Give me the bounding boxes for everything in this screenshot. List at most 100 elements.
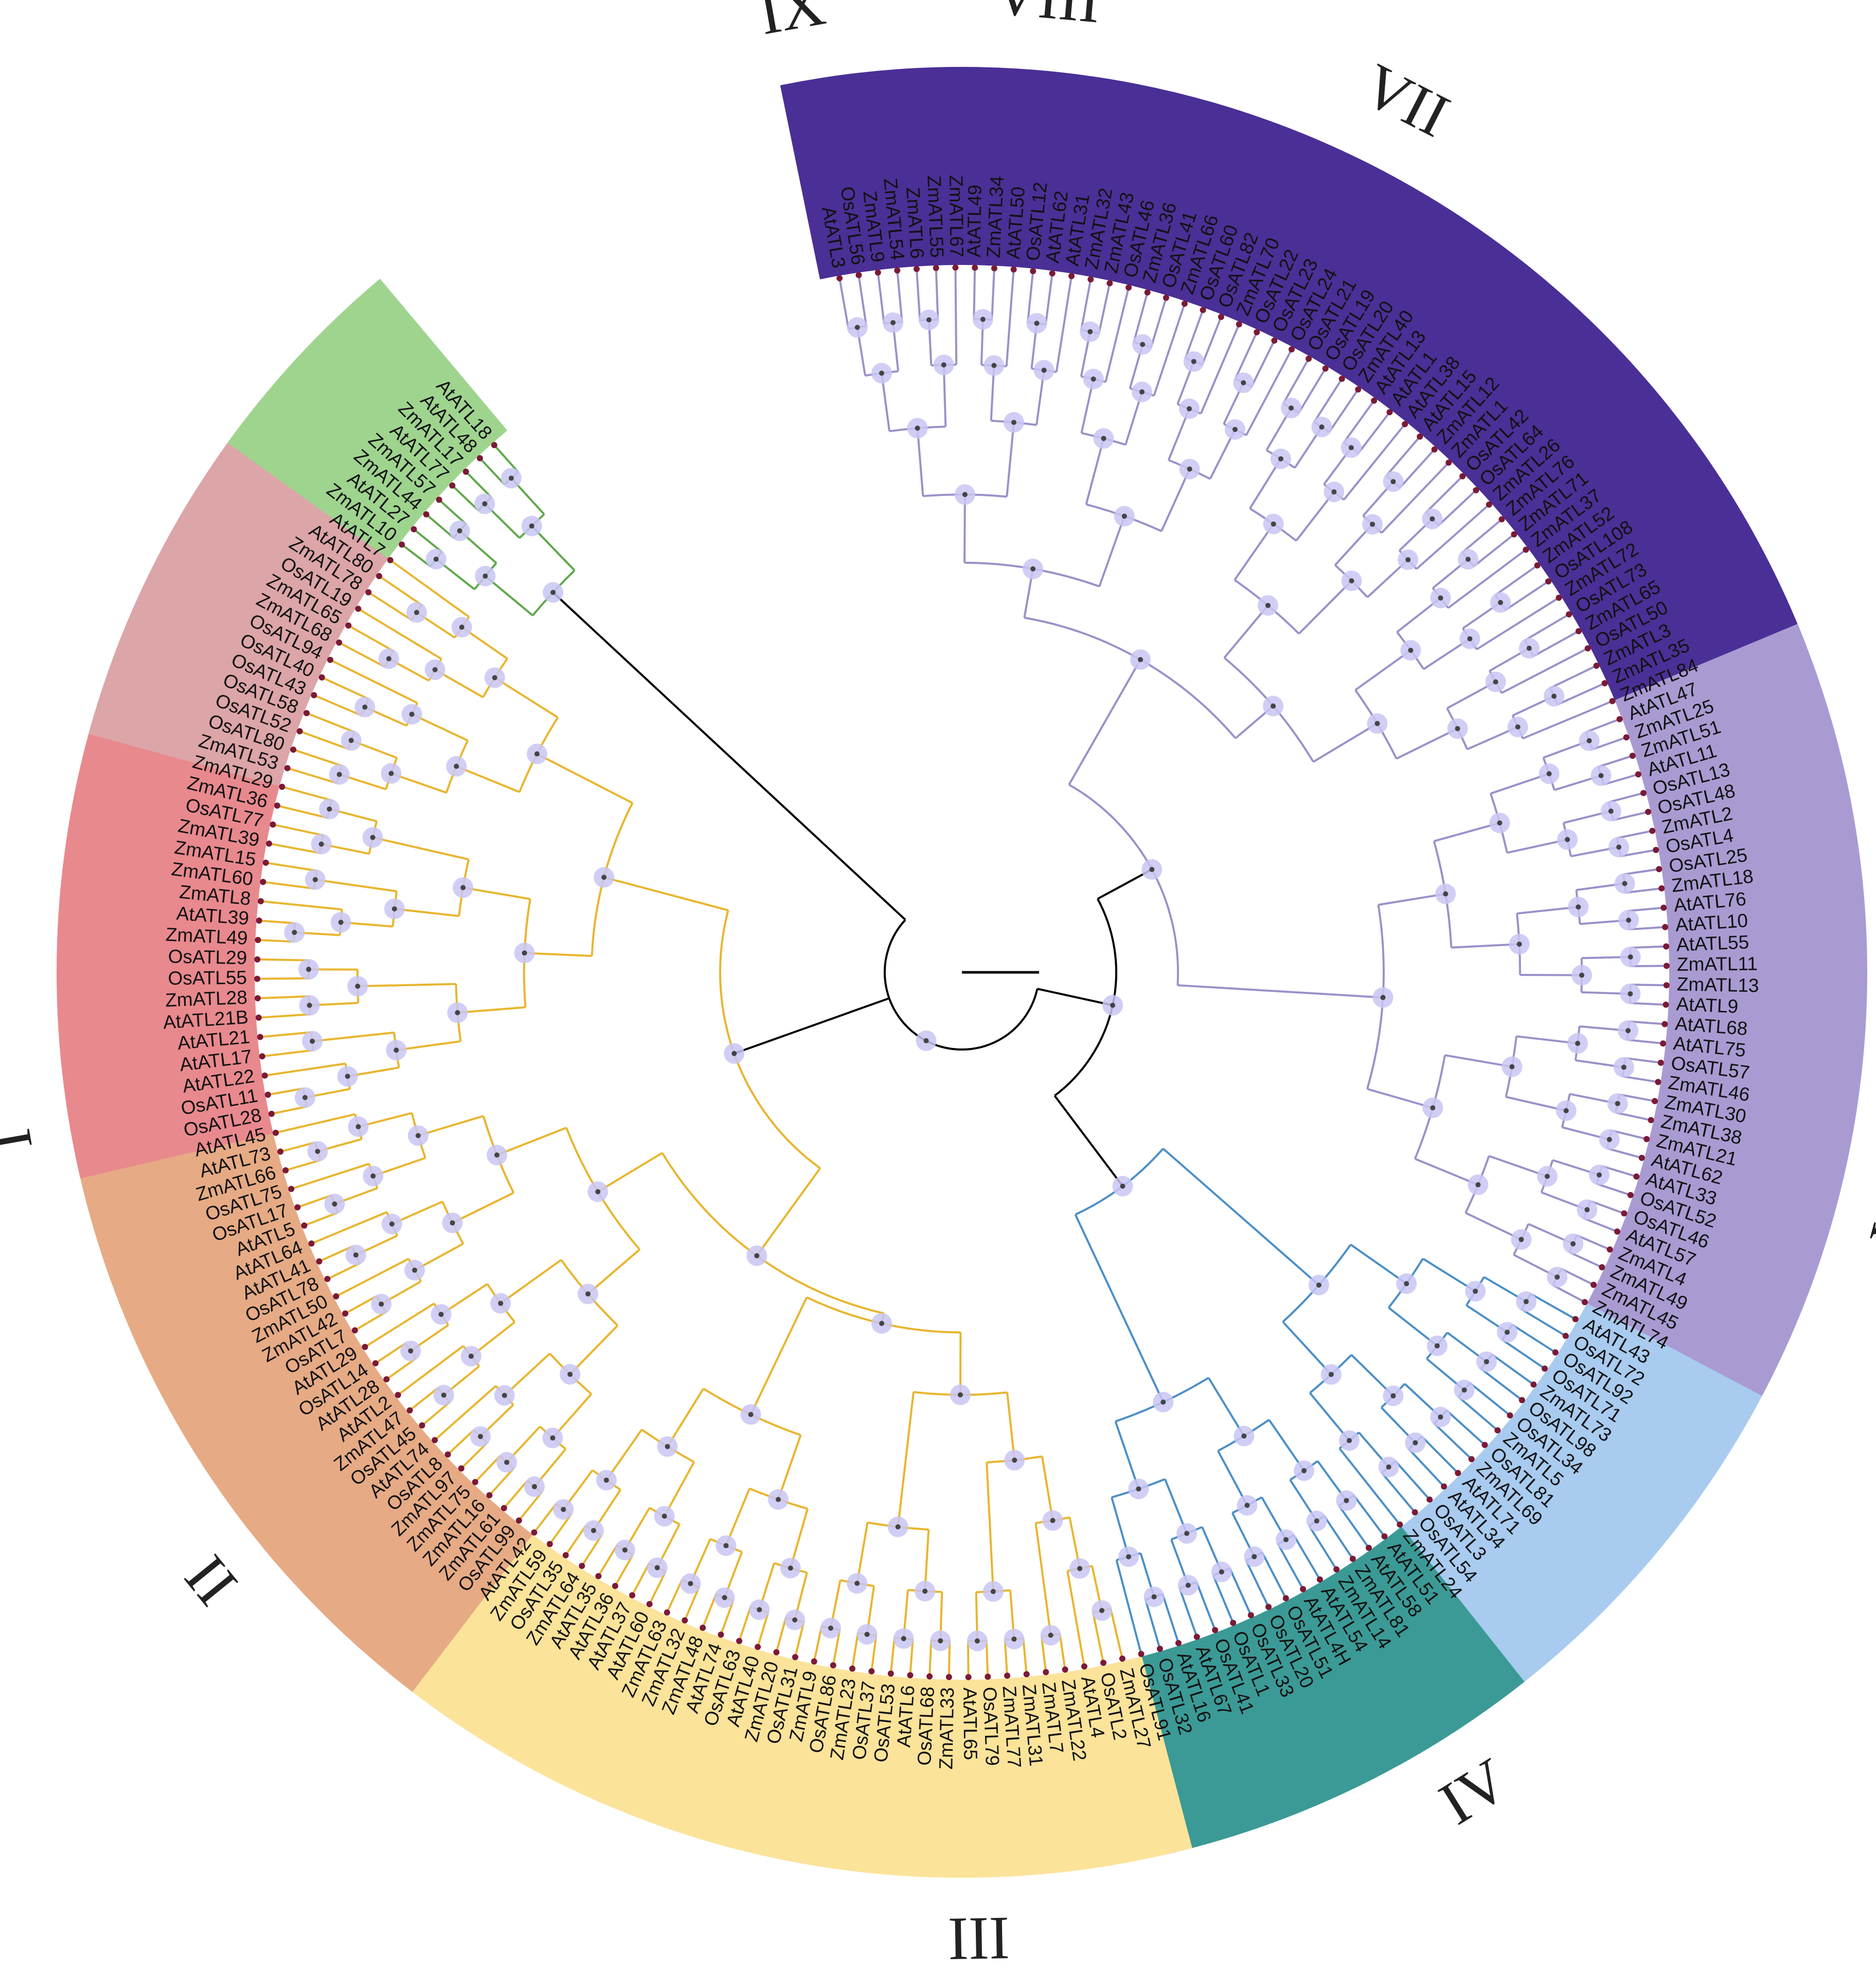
branch — [928, 1640, 933, 1677]
leaf-dot — [1218, 314, 1224, 321]
node-point — [1526, 646, 1532, 651]
node-point — [990, 1589, 996, 1594]
leaf-dot — [868, 1668, 875, 1675]
node-point — [1011, 420, 1016, 425]
node-point — [1314, 1518, 1319, 1524]
node-point — [1077, 1566, 1083, 1571]
node-point — [1598, 773, 1604, 778]
node-point — [879, 1321, 885, 1326]
leaf-dot — [261, 1072, 268, 1079]
leaf-dot — [1106, 280, 1113, 287]
leaf-dot — [1282, 1595, 1289, 1602]
leaf-dot — [1386, 409, 1393, 416]
branch — [1323, 1515, 1354, 1560]
branch — [1313, 378, 1343, 423]
node-point — [482, 501, 488, 507]
node-point — [455, 1010, 460, 1016]
branch — [775, 1617, 787, 1653]
leaf-dot — [894, 267, 901, 274]
branch — [1160, 468, 1191, 532]
leaf-dot — [444, 1451, 451, 1458]
branch — [1524, 613, 1570, 642]
node-point — [748, 1412, 754, 1417]
clade-band-vii — [56, 710, 285, 1179]
clade-band-ix — [227, 278, 508, 559]
leaf-dot — [268, 1110, 275, 1117]
branch — [1461, 518, 1503, 554]
node-point — [370, 1173, 376, 1179]
branch — [1507, 838, 1568, 854]
node-point — [974, 1638, 980, 1644]
branch — [1200, 324, 1240, 414]
clade-band-ii — [1578, 624, 1867, 1418]
branch — [614, 1554, 634, 1587]
node-point — [1011, 1637, 1017, 1642]
branch — [1596, 1182, 1631, 1196]
branch — [1004, 1640, 1009, 1676]
branch — [503, 1480, 528, 1509]
node-point — [1518, 1237, 1524, 1242]
branch — [386, 1357, 417, 1380]
node-point — [353, 1252, 359, 1258]
branch — [260, 1031, 312, 1038]
node-point — [1151, 1594, 1157, 1599]
branch — [452, 1191, 514, 1224]
branch — [1354, 649, 1412, 691]
leaf-dot — [1119, 1656, 1125, 1662]
leaf-dot — [579, 1562, 585, 1569]
node-point — [388, 771, 394, 776]
branch — [1005, 269, 1015, 367]
node-point — [318, 841, 324, 847]
leaf-dot — [965, 1674, 972, 1680]
node-point — [1438, 1414, 1443, 1420]
node-point — [1184, 1531, 1190, 1536]
branch — [1092, 1612, 1104, 1663]
branch — [374, 1342, 406, 1364]
leaf-dot — [773, 1649, 780, 1656]
node-point — [550, 1435, 556, 1441]
leaf-dot — [1534, 562, 1541, 569]
node-point — [915, 425, 920, 431]
branch — [1184, 309, 1204, 359]
leaf-dot — [1581, 1299, 1588, 1305]
branch — [1037, 988, 1113, 1006]
branch — [552, 592, 906, 921]
leaf-dot — [515, 1517, 522, 1524]
node-point — [1099, 1608, 1105, 1613]
node-point — [498, 1301, 504, 1306]
leaf-dot — [952, 264, 959, 271]
branch — [293, 749, 343, 767]
branch — [1576, 1234, 1611, 1251]
node-point — [854, 1580, 860, 1586]
node-point — [1551, 693, 1557, 699]
branch — [524, 952, 592, 957]
branch — [358, 608, 442, 660]
branch — [1367, 1088, 1433, 1109]
node-point — [1434, 1343, 1440, 1348]
leaf-dot — [1621, 1210, 1628, 1217]
leaf-label: AtATL6 — [893, 1684, 919, 1748]
node-point — [1616, 844, 1622, 850]
branch — [549, 1514, 572, 1545]
branch — [500, 1259, 562, 1305]
node-point — [1187, 406, 1192, 412]
branch — [756, 1167, 821, 1256]
branch — [1444, 1054, 1512, 1068]
leaf-label: OsATL68 — [914, 1686, 938, 1766]
node-point — [355, 1124, 361, 1130]
branch — [666, 1579, 683, 1613]
branch — [954, 268, 958, 365]
branch — [942, 365, 947, 427]
leaf-dot — [1663, 943, 1670, 950]
branch — [986, 1462, 994, 1592]
node-point — [722, 1595, 727, 1600]
clade-band-v — [392, 1522, 1192, 1878]
branch — [1448, 548, 1527, 609]
clade-numeral-iv: IV — [1428, 1745, 1520, 1838]
leaf-dot — [887, 1670, 894, 1677]
branch — [1598, 755, 1633, 768]
branch — [531, 525, 576, 572]
branch — [896, 270, 903, 322]
branch — [267, 1087, 304, 1096]
clade-numeral-ix: IX — [754, 0, 830, 47]
